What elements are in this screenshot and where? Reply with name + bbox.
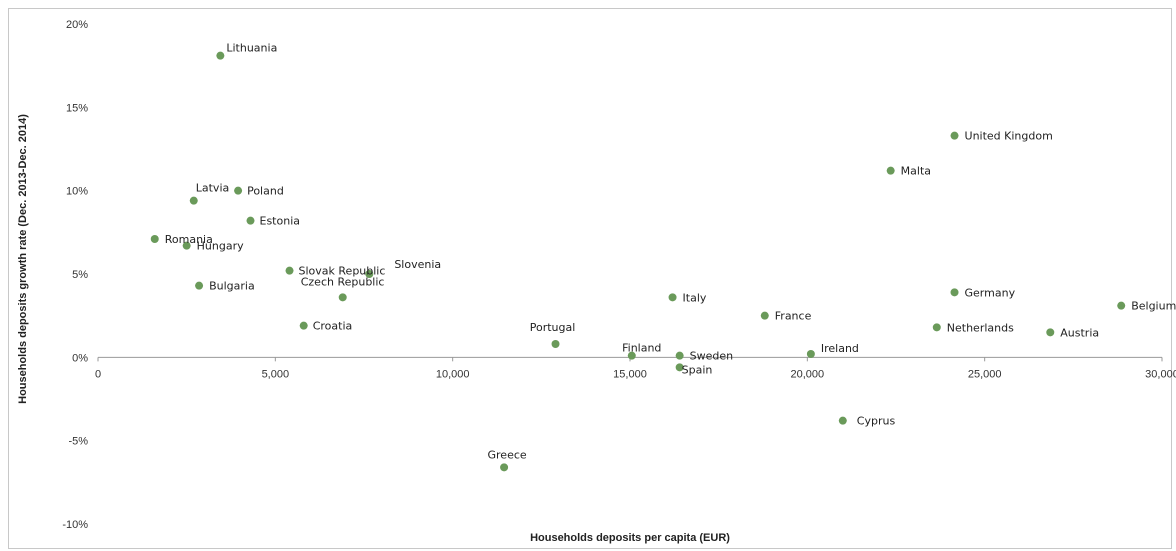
data-point bbox=[1117, 301, 1126, 310]
y-tick-label: 10% bbox=[66, 186, 88, 198]
x-tick-label: 0 bbox=[95, 368, 101, 380]
data-point-label: Slovenia bbox=[394, 258, 441, 271]
data-point-label: Lithuania bbox=[226, 42, 277, 55]
x-axis-title: Households deposits per capita (EUR) bbox=[530, 532, 730, 544]
data-point-label: Romania bbox=[165, 233, 213, 246]
data-points bbox=[150, 51, 1126, 472]
x-tick-label: 25,000 bbox=[968, 368, 1002, 380]
data-point-label: Italy bbox=[683, 291, 707, 304]
x-tick-label: 5,000 bbox=[262, 368, 290, 380]
x-tick-label: 15,000 bbox=[613, 368, 647, 380]
data-point-label: Bulgaria bbox=[209, 280, 255, 293]
y-tick-label: -5% bbox=[68, 436, 88, 448]
data-point-label: Spain bbox=[682, 363, 713, 376]
y-tick-label: 0% bbox=[72, 352, 88, 364]
data-point bbox=[551, 340, 560, 348]
data-point-label: Estonia bbox=[260, 215, 301, 228]
y-tick-label: 15% bbox=[66, 102, 88, 114]
data-point bbox=[1046, 328, 1055, 337]
data-point-label: Finland bbox=[622, 342, 661, 355]
data-point bbox=[950, 288, 959, 297]
data-point-label: Greece bbox=[488, 448, 527, 461]
data-point bbox=[234, 186, 243, 195]
data-point-label: Slovak Republic bbox=[299, 265, 386, 278]
data-point bbox=[246, 216, 255, 225]
data-point bbox=[627, 351, 636, 360]
data-point-label: United Kingdom bbox=[965, 130, 1053, 143]
data-point bbox=[675, 363, 684, 372]
x-tick-label: 20,000 bbox=[791, 368, 825, 380]
data-point bbox=[806, 350, 815, 358]
data-point-label: Czech Republic bbox=[301, 275, 385, 288]
data-point bbox=[950, 131, 959, 140]
data-point bbox=[285, 266, 294, 275]
data-point-label: France bbox=[775, 310, 812, 323]
data-point bbox=[932, 323, 941, 332]
y-tick-label: -10% bbox=[62, 519, 88, 531]
data-point bbox=[216, 51, 225, 60]
data-point-label: Croatia bbox=[313, 320, 353, 333]
chart-frame bbox=[8, 8, 1172, 549]
x-axis-ticks: 0 5,000 10,000 15,000 20,000 25,000 30,000 bbox=[95, 357, 1176, 380]
data-point-label: Austria bbox=[1060, 326, 1099, 339]
data-point-label: Portugal bbox=[530, 321, 576, 334]
data-point-label: Belgium bbox=[1131, 300, 1176, 313]
data-point bbox=[299, 321, 308, 330]
data-point bbox=[189, 196, 198, 205]
data-point bbox=[365, 270, 374, 278]
x-tick-label: 10,000 bbox=[436, 368, 470, 380]
data-point bbox=[150, 235, 159, 243]
data-point-labels: Lithuania United Kingdom Malta Latvia Poland… bbox=[165, 42, 1176, 462]
data-point bbox=[182, 241, 191, 250]
data-point bbox=[675, 351, 684, 360]
data-point bbox=[500, 463, 509, 472]
data-point-label: Poland bbox=[247, 185, 284, 198]
data-point bbox=[668, 293, 677, 302]
data-point-label: Netherlands bbox=[947, 321, 1014, 334]
data-point-label: Hungary bbox=[197, 240, 244, 253]
data-point bbox=[838, 416, 847, 425]
data-point-label: Cyprus bbox=[857, 415, 896, 428]
y-tick-label: 5% bbox=[72, 269, 88, 281]
data-point-label: Malta bbox=[901, 165, 931, 178]
x-tick-label: 30,000 bbox=[1145, 368, 1176, 380]
data-point bbox=[760, 311, 769, 320]
data-point bbox=[338, 293, 347, 302]
y-tick-label: 20% bbox=[66, 19, 88, 31]
data-point-label: Latvia bbox=[196, 182, 230, 195]
data-point bbox=[195, 281, 204, 290]
data-point-label: Sweden bbox=[690, 350, 733, 363]
data-point-label: Germany bbox=[965, 286, 1016, 299]
data-point-label: Ireland bbox=[821, 342, 859, 355]
data-point bbox=[886, 166, 895, 175]
y-axis-ticks: -10% -5% 0% 5% 10% 15% 20% bbox=[62, 19, 88, 531]
y-axis-title: Households deposits growth rate (Dec. 20… bbox=[17, 114, 29, 404]
